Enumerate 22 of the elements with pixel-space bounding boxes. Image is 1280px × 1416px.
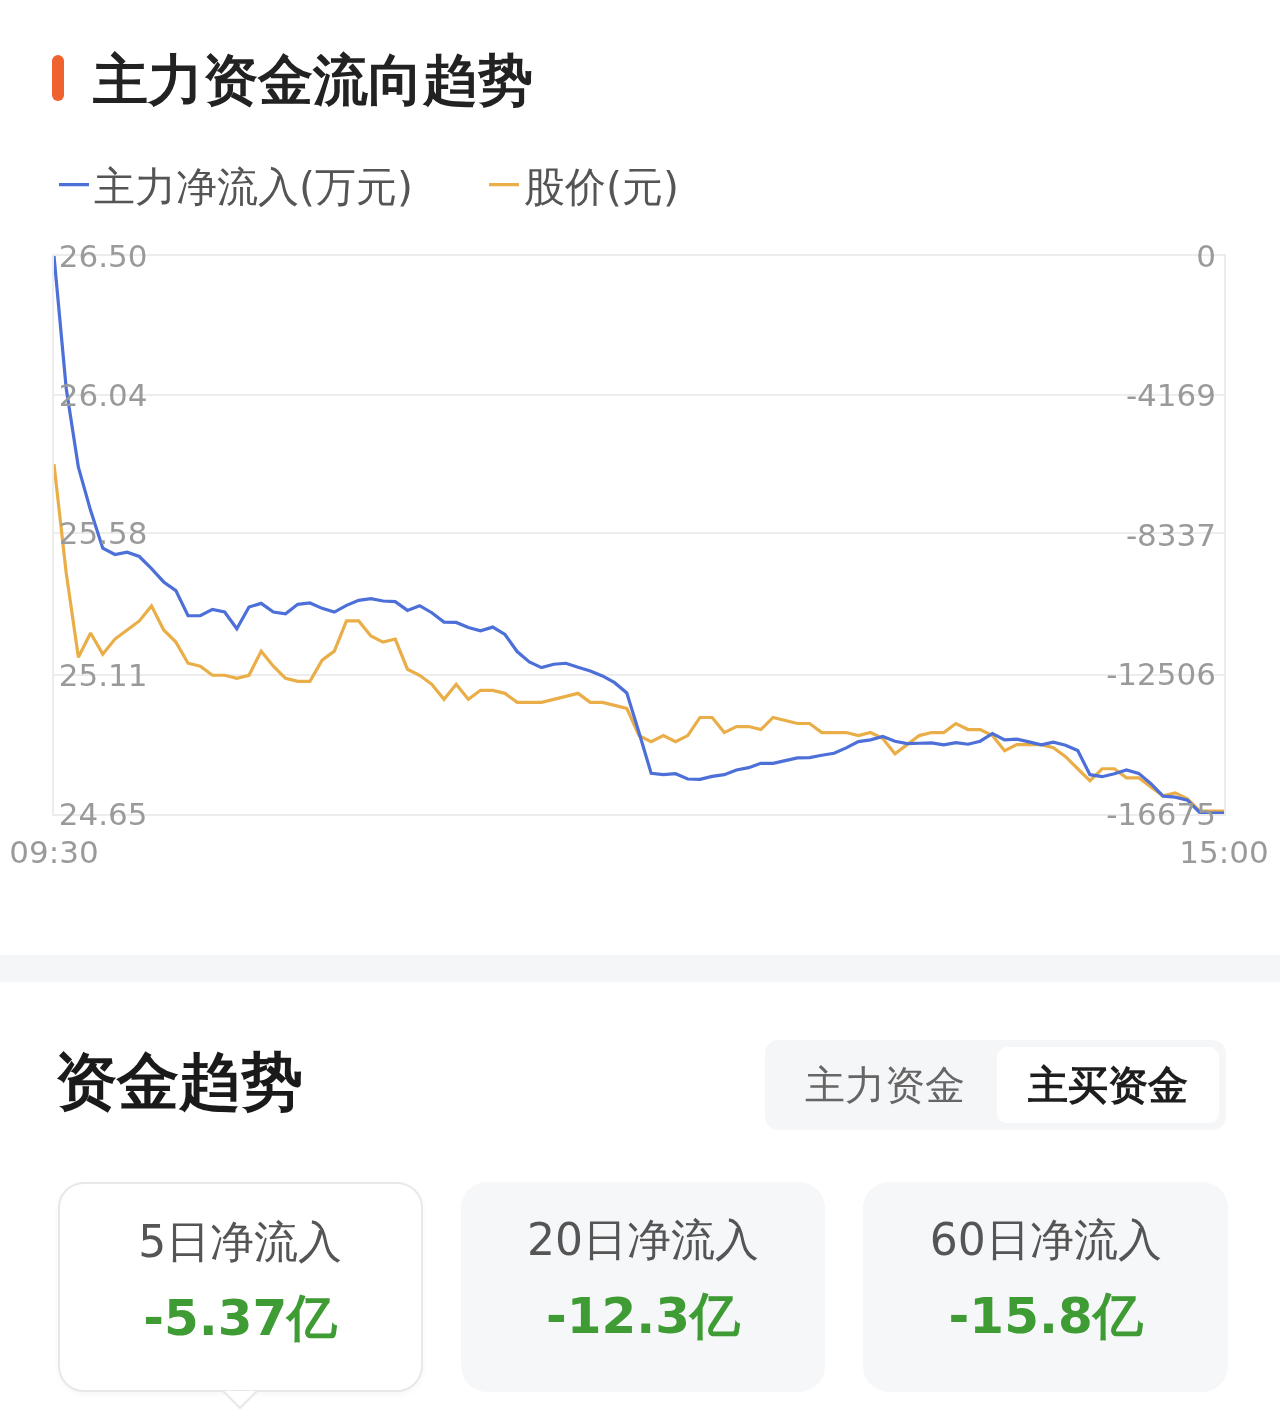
text: -15.8亿 [947, 1286, 1144, 1347]
text: 20日净流入 [526, 1214, 760, 1266]
text: 5日净流入 [137, 1216, 344, 1268]
text: -5.37亿 [142, 1288, 339, 1349]
x-tick-label: 09:30 [9, 834, 99, 871]
text: 资金趋势 [55, 1045, 303, 1118]
legend-label: 主力净流入(万元) [94, 162, 413, 211]
y2-tick-label: 0 [1196, 237, 1216, 274]
text: 主买资金 [997, 1047, 1219, 1123]
y2-tick-label: -12506 [1106, 656, 1216, 693]
y2-tick-label: -4169 [1125, 377, 1216, 414]
text: 60日净流入 [928, 1214, 1163, 1266]
y-tick-label: 24.65 [58, 795, 148, 832]
chart-title: 主力资金流向趋势 [92, 48, 533, 113]
text: 主力资金 [773, 1047, 997, 1123]
x-tick-label: 15:00 [1179, 834, 1269, 871]
text: -12.3亿 [544, 1286, 742, 1347]
y2-tick-label: -8337 [1125, 516, 1216, 553]
y-tick-label: 26.50 [58, 237, 148, 274]
legend-label: 股价(元) [524, 162, 679, 211]
y2-tick-label: -16675 [1106, 795, 1216, 832]
y-tick-label: 25.11 [58, 657, 148, 694]
